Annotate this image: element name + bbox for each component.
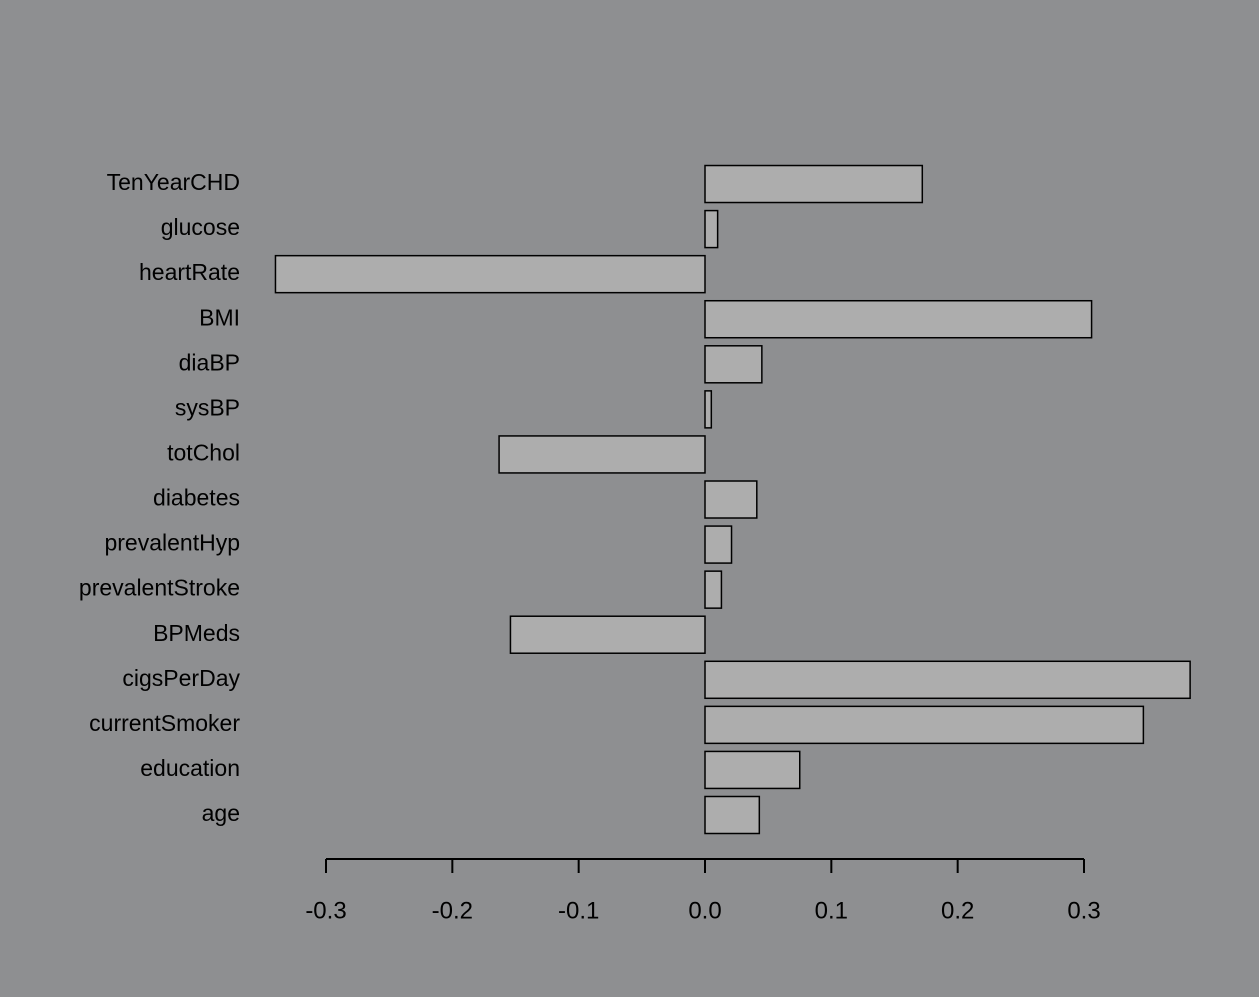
bar [704, 750, 801, 790]
bar [704, 390, 713, 429]
bar [704, 164, 924, 204]
y-tick-label: prevalentHyp [104, 530, 240, 556]
bar [274, 254, 706, 294]
y-tick-label: diaBP [179, 349, 240, 375]
y-tick-label: education [140, 755, 240, 781]
y-tick-label: BMI [199, 304, 240, 330]
y-tick-label: cigsPerDay [122, 665, 240, 691]
y-tick-label: prevalentStroke [79, 575, 240, 601]
y-tick-label: BPMeds [153, 620, 240, 646]
x-tick-label: -0.1 [558, 897, 599, 924]
y-tick-label: sysBP [175, 394, 240, 420]
bar [498, 435, 706, 474]
bar [704, 705, 1145, 745]
bar [704, 795, 761, 835]
bar [509, 615, 706, 654]
bar [704, 570, 723, 609]
y-tick-label: TenYearCHD [107, 169, 240, 195]
y-tick-label: totChol [167, 440, 240, 466]
x-tick-label: -0.2 [432, 897, 473, 924]
x-tick-label: -0.3 [305, 897, 346, 924]
y-tick-label: glucose [161, 214, 240, 240]
y-tick-label: currentSmoker [89, 710, 240, 736]
bar [704, 345, 763, 384]
bar [704, 299, 1093, 339]
x-tick-label: 0.3 [1067, 897, 1100, 924]
y-tick-label: age [202, 800, 240, 826]
x-tick-label: 0.1 [815, 897, 848, 924]
y-tick-label: diabetes [153, 485, 240, 511]
bar [704, 209, 719, 249]
bar [704, 525, 733, 564]
x-tick-label: 0.2 [941, 897, 974, 924]
bar [704, 480, 758, 519]
bar [704, 660, 1191, 700]
y-tick-label: heartRate [139, 259, 240, 285]
x-tick-label: 0.0 [688, 897, 721, 924]
